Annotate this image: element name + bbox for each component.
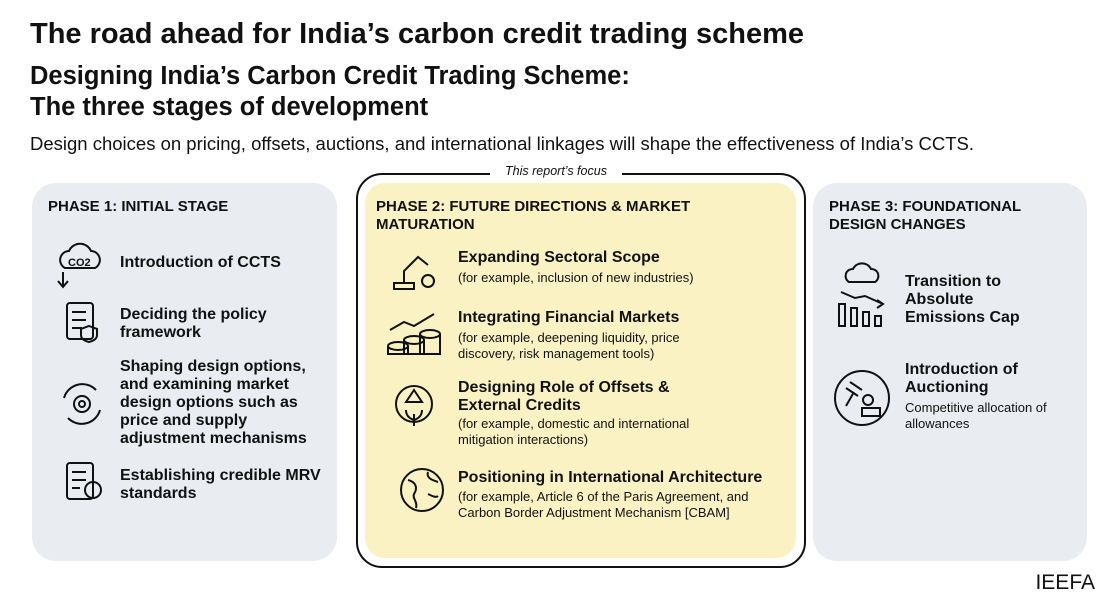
phase-heading: PHASE 1: INITIAL STAGE	[48, 198, 229, 215]
item-title: Positioning in International Architectur…	[458, 469, 763, 486]
item-title: Introduction of CCTS	[120, 254, 281, 271]
icon-offset	[395, 385, 433, 426]
icon-emissions-cap	[838, 262, 885, 327]
subtitle: The three stages of development	[30, 93, 429, 121]
item-title: Introduction of Auctioning	[905, 361, 1018, 396]
focus-label: This report’s focus	[490, 164, 622, 178]
svg-text:CO2: CO2	[68, 257, 91, 269]
item-title: Transition to Absolute Emissions Cap	[905, 273, 1020, 326]
icon-auction	[834, 370, 890, 426]
subtitle: Designing India’s Carbon Credit Trading …	[30, 62, 630, 90]
item-title: Expanding Sectoral Scope	[458, 249, 660, 266]
item-detail: (for example, Article 6 of the Paris Agr…	[458, 489, 749, 520]
item-title: Shaping design options, and examining ma…	[120, 358, 307, 447]
icon-checklist	[66, 302, 98, 344]
icon-document-star	[66, 462, 102, 500]
phase-heading: PHASE 2: FUTURE DIRECTIONS & MARKET MATU…	[376, 198, 691, 233]
icon-coins-growth	[387, 313, 441, 355]
description: Design choices on pricing, offsets, auct…	[30, 133, 975, 154]
icon-robot-arm	[393, 255, 435, 290]
item-title: Deciding the policy framework	[120, 306, 267, 341]
item-title: Designing Role of Offsets & External Cre…	[458, 379, 670, 414]
phase-heading: PHASE 3: FOUNDATIONAL DESIGN CHANGES	[829, 198, 1021, 233]
item-detail: (for example, inclusion of new industrie…	[458, 270, 694, 285]
item-title: Integrating Financial Markets	[458, 309, 680, 326]
item-detail: (for example, deepening liquidity, price…	[458, 330, 680, 361]
title: The road ahead for India’s carbon credit…	[30, 18, 805, 50]
brand: IEEFA	[1035, 571, 1095, 594]
item-detail: (for example, domestic and international…	[458, 416, 690, 447]
icon-co2: CO2	[57, 242, 101, 289]
icon-gear-cycle	[63, 383, 101, 425]
item-title: Establishing credible MRV standards	[120, 467, 321, 502]
phase-panel	[365, 183, 796, 558]
item-detail: Competitive allocation of allowances	[905, 400, 1047, 431]
icon-globe	[400, 468, 444, 512]
